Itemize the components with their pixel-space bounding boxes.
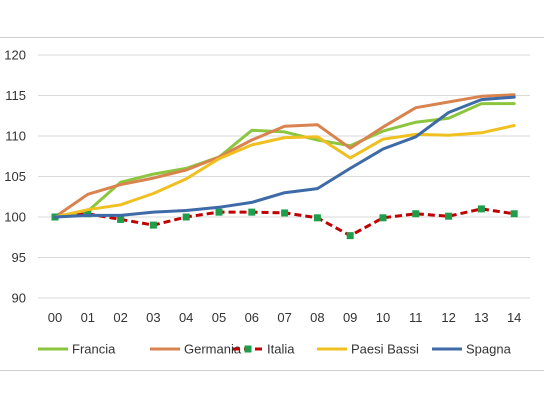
series-line-spagna (53, 95, 516, 219)
data-point-italia (215, 208, 223, 216)
x-tick-label: 11 (409, 310, 423, 325)
x-tick-label: 03 (146, 310, 160, 325)
x-tick-label: 06 (245, 310, 259, 325)
data-point-italia (248, 208, 256, 216)
x-tick-label: 12 (441, 310, 455, 325)
data-point-italia (445, 212, 453, 220)
x-tick-label: 08 (310, 310, 324, 325)
legend-marker (244, 345, 252, 353)
data-point-italia (84, 210, 92, 218)
data-point-italia (412, 210, 420, 218)
x-tick-label: 13 (474, 310, 488, 325)
x-tick-label: 07 (277, 310, 291, 325)
x-tick-label: 14 (507, 310, 521, 325)
gridlines (38, 54, 530, 299)
data-point-italia (182, 213, 190, 221)
y-tick-label: 100 (4, 210, 26, 225)
top-divider (0, 37, 544, 38)
y-tick-label: 120 (4, 48, 26, 63)
data-point-italia (346, 232, 354, 240)
y-tick-label: 115 (5, 88, 26, 103)
y-tick-label: 90 (12, 291, 26, 306)
x-tick-label: 00 (48, 310, 62, 325)
x-tick-label: 04 (179, 310, 193, 325)
data-point-italia (117, 215, 125, 223)
data-point-italia (281, 209, 289, 217)
series-lines (51, 93, 518, 240)
x-axis: 00 01 02 03 04 05 06 07 08 09 10 11 12 13 14 (48, 310, 522, 325)
data-point-italia (510, 210, 518, 218)
legend: Francia Germania Italia Paesi Bassi Spagna (38, 342, 512, 357)
y-axis: 90 95 100 105 110 115 120 (4, 48, 26, 306)
x-tick-label: 09 (343, 310, 357, 325)
y-tick-label: 95 (12, 250, 26, 265)
x-tick-label: 05 (212, 310, 226, 325)
series-line-germania (53, 93, 516, 219)
y-tick-label: 110 (5, 129, 26, 144)
x-tick-label: 10 (376, 310, 390, 325)
data-point-italia (149, 221, 157, 229)
legend-label: Francia (72, 342, 116, 357)
data-point-italia (477, 205, 485, 213)
legend-label: Italia (267, 342, 295, 357)
data-point-italia (313, 214, 321, 222)
series-line-paesi-bassi (53, 124, 516, 219)
series-line-francia (53, 102, 516, 219)
data-point-italia (379, 214, 387, 222)
legend-label: Paesi Bassi (351, 342, 419, 357)
legend-label: Spagna (466, 342, 512, 357)
bottom-divider (0, 370, 544, 371)
x-tick-label: 02 (113, 310, 127, 325)
y-tick-label: 105 (4, 169, 26, 184)
legend-label: Germania (184, 342, 242, 357)
x-tick-label: 01 (81, 310, 95, 325)
